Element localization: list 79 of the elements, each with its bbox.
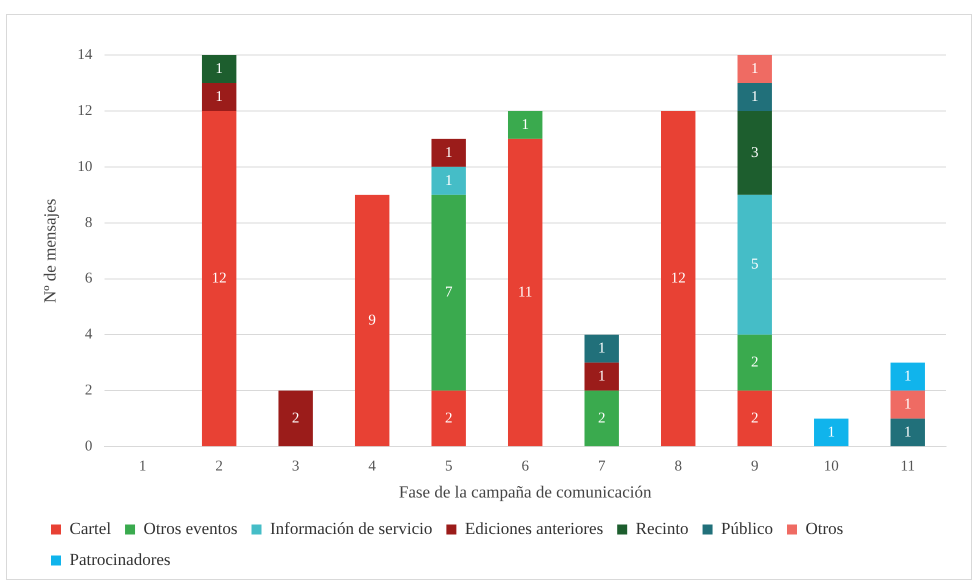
data-label: 5	[750, 256, 758, 273]
bar	[584, 362, 619, 391]
data-label: 12	[212, 270, 227, 286]
legend-label: Cartel	[70, 518, 112, 538]
bar	[738, 82, 772, 111]
data-label: 9	[368, 312, 376, 328]
bar	[738, 110, 772, 195]
legend-label: Público	[721, 518, 774, 538]
data-label: 1	[215, 88, 223, 105]
legend-label: Otros	[806, 518, 844, 538]
bar	[202, 55, 236, 83]
bar	[508, 138, 542, 446]
bar	[431, 138, 466, 167]
bar	[431, 194, 466, 391]
bar	[431, 166, 466, 195]
bar	[661, 110, 696, 446]
y-tick-label: 6	[84, 270, 93, 287]
y-tick-label: 12	[77, 102, 92, 119]
data-label: 1	[444, 172, 452, 189]
data-label: 2	[750, 354, 758, 371]
bar	[738, 55, 772, 83]
bar	[738, 390, 772, 446]
data-label: 2	[444, 410, 452, 426]
data-label: 7	[444, 284, 453, 301]
bar	[431, 390, 466, 446]
data-label: 1	[598, 340, 606, 357]
data-label: 1	[750, 88, 758, 105]
y-tick-label: 8	[84, 214, 92, 231]
x-tick-label: 5	[444, 458, 452, 475]
data-label: 3	[750, 144, 758, 161]
bar	[738, 334, 772, 391]
bar	[814, 418, 848, 446]
x-axis-title: Fase de la campaña de comunicación	[398, 482, 652, 502]
x-tick-label: 7	[598, 458, 606, 475]
x-tick-label: 3	[292, 458, 300, 475]
data-label: 1	[598, 368, 606, 385]
bar	[738, 194, 772, 335]
x-tick-label: 4	[368, 458, 376, 475]
x-tick-label: 11	[900, 458, 915, 475]
x-tick-label: 6	[521, 458, 530, 475]
data-label: 1	[904, 424, 912, 440]
legend-label: Información de servicio	[270, 518, 432, 538]
bar	[278, 390, 313, 446]
legend-label: Otros eventos	[144, 518, 238, 538]
data-label: 2	[750, 410, 758, 426]
y-tick-label: 10	[77, 158, 92, 175]
y-tick-label: 14	[77, 46, 93, 63]
data-label: 1	[521, 116, 529, 133]
data-label: 2	[598, 410, 606, 426]
bar	[202, 82, 236, 111]
data-label: 1	[904, 368, 912, 385]
x-tick-label: 10	[824, 458, 839, 475]
x-tick-label: 9	[750, 458, 758, 475]
data-label: 1	[750, 60, 758, 77]
y-tick-label: 4	[84, 326, 93, 343]
y-axis-title: Nº de mensajes	[40, 198, 60, 304]
legend-label: Patrocinadores	[70, 550, 171, 569]
x-tick-label: 1	[138, 458, 146, 475]
x-tick-label: 2	[215, 458, 223, 475]
bar	[890, 390, 925, 419]
bar	[508, 110, 542, 139]
y-tick-label: 2	[84, 382, 92, 399]
legend-label: Recinto	[636, 518, 689, 538]
data-label: 1	[215, 60, 223, 77]
y-tick-label: 0	[84, 438, 92, 455]
bar	[354, 194, 390, 446]
x-tick-label: 8	[674, 458, 682, 475]
legend-label: Ediciones anteriores	[464, 518, 604, 538]
data-label: 1	[904, 396, 912, 413]
data-label: 1	[444, 144, 452, 161]
data-label: 11	[518, 284, 532, 300]
data-label: 2	[292, 410, 300, 426]
bar	[890, 362, 925, 391]
data-label: 12	[670, 270, 686, 286]
bar	[584, 390, 619, 446]
bar	[202, 110, 236, 446]
data-label: 1	[827, 424, 835, 440]
bar	[584, 334, 619, 363]
bar	[890, 418, 925, 446]
